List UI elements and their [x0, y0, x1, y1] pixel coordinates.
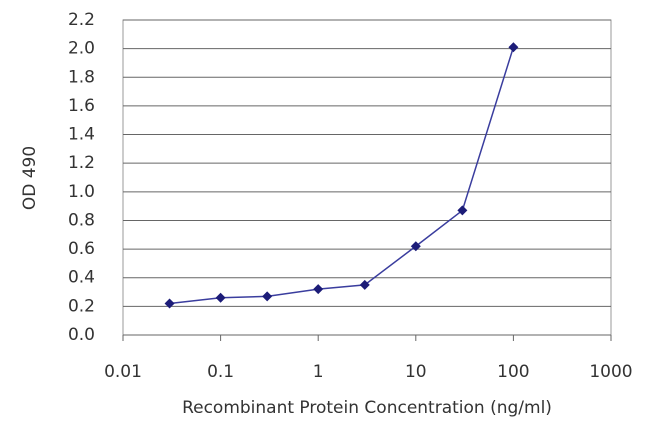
- x-tick-label: 100: [497, 362, 529, 382]
- plot-area: [122, 19, 612, 336]
- y-tick-label: 0.0: [68, 325, 95, 345]
- y-tick-label: 1.2: [68, 153, 95, 173]
- y-axis-label: OD 490: [20, 146, 40, 210]
- data-point: [262, 291, 273, 302]
- y-tick-label: 0.4: [68, 268, 95, 288]
- y-tick-label: 1.6: [68, 96, 95, 116]
- x-tick-label: 1000: [589, 362, 632, 382]
- y-tick-label: 0.8: [68, 210, 95, 230]
- data-point: [359, 279, 370, 290]
- x-tick-label: 0.1: [207, 362, 234, 382]
- data-point: [164, 298, 175, 309]
- x-axis-label: Recombinant Protein Concentration (ng/ml…: [182, 398, 552, 418]
- data-point: [215, 292, 226, 303]
- y-tick-label: 0.2: [68, 296, 95, 316]
- y-tick-label: 2.2: [68, 10, 95, 30]
- data-point: [410, 241, 421, 252]
- data-point: [508, 42, 519, 53]
- data-line: [169, 46, 515, 305]
- y-tick-label: 0.6: [68, 239, 95, 259]
- y-tick-label: 1.8: [68, 67, 95, 87]
- y-tick-label: 1.0: [68, 182, 95, 202]
- x-tick-label: 1: [313, 362, 324, 382]
- x-tick-label: 10: [405, 362, 427, 382]
- y-tick-label: 2.0: [68, 39, 95, 59]
- y-tick-label: 1.4: [68, 125, 95, 145]
- data-point: [457, 205, 468, 216]
- x-tick-label: 0.01: [104, 362, 142, 382]
- data-point: [313, 284, 324, 295]
